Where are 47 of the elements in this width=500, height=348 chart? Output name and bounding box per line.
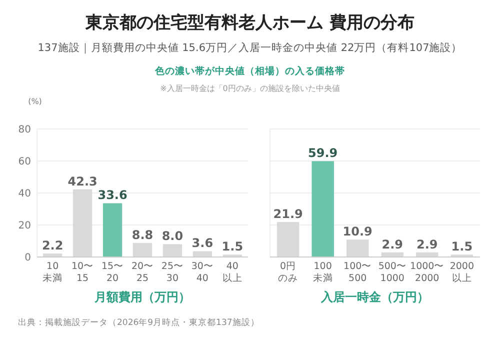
chart-title: 東京都の住宅型有料老人ホーム 費用の分布 [84,13,414,33]
x-tick-label: 1000〜2000 [410,261,444,284]
text: ※入居一時金は「0円のみ」の施設を除いた中央値 [160,84,340,93]
bar [276,222,300,257]
x-axis-title: 月額費用（万円） [94,290,190,304]
x-tick-label: 500〜1000 [378,261,406,284]
data-label: 33.6 [98,188,128,202]
bar [192,251,212,257]
bar [346,240,369,257]
y-tick-label: 40 [18,188,31,200]
data-label: 42.3 [68,174,98,188]
x-tick-label: 0円のみ [278,261,298,284]
x-tick-label: 10〜15 [72,261,94,284]
x-tick-label: 15〜20 [101,261,124,284]
bar [102,203,122,257]
source-note: 出典：掲載施設データ（2026年9月時点・東京都137施設） [18,317,260,328]
bar [72,189,92,257]
data-label: 1.5 [222,240,244,254]
data-label: 21.9 [273,206,303,221]
data-label: 2.9 [416,237,438,252]
data-label: 8.8 [132,228,154,242]
data-label: 2.9 [382,237,404,252]
y-tick-label: 0 [24,252,31,264]
data-label: 8.0 [162,229,184,244]
text: 色の濃い帯が中央値（相場）の入る価格帯 [154,65,345,77]
y-tick-label: 60 [18,156,31,168]
y-tick-label: 20 [18,220,31,232]
chart-subtitle: 137施設｜月額費用の中央値 15.6万円／入居一時金の中央値 22万円（有料107施設） [38,41,462,54]
x-tick-label: 10未満 [42,261,63,284]
data-label: 3.6 [192,236,214,250]
x-tick-label: 2000以上 [450,261,474,284]
data-label: 2.2 [42,238,64,252]
x-tick-label: 20〜25 [131,261,154,284]
bar [132,242,152,257]
x-tick-label: 100未満 [312,261,333,284]
x-tick-label: 30〜40 [191,261,214,284]
x-axis-title: 入居一時金（万円） [320,290,429,304]
x-tick-label: 40以上 [222,261,242,284]
x-tick-label: 25〜30 [161,261,184,284]
y-axis-title: (%) [28,97,42,106]
x-tick-label: 100〜500 [344,261,372,284]
data-label: 1.5 [451,240,473,254]
data-label: 10.9 [342,224,372,239]
data-label: 59.9 [308,146,338,160]
bar [312,161,334,257]
y-tick-label: 80 [18,124,31,136]
bar [162,244,182,257]
